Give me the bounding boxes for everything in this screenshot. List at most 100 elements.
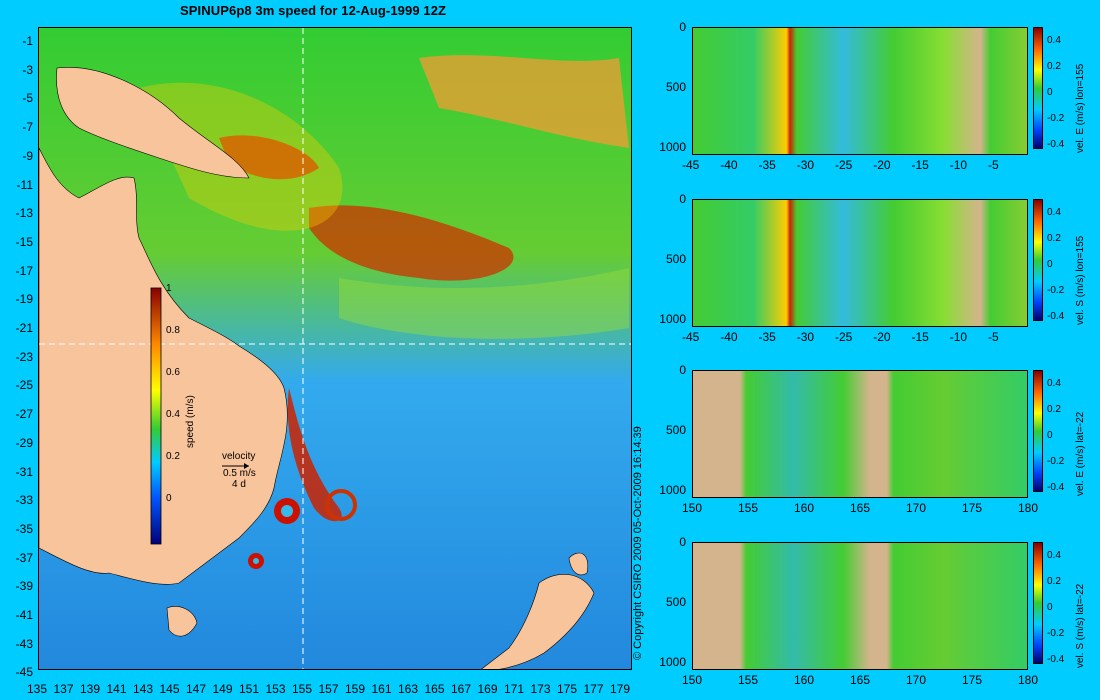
lat-tick-label: -25 [15,378,33,393]
panel-cbar-tick: -0.2 [1047,628,1065,639]
map-cbar-tick: 0.4 [166,409,180,420]
panel-label: vel. E (m/s) lon=155 [1075,63,1086,153]
panel-x-tick: 165 [850,673,871,687]
panel-cbar-tick: -0.4 [1047,654,1065,665]
lon-tick-label: 179 [609,682,631,696]
lon-tick-label: 157 [318,682,339,696]
panel-x-tick: -30 [796,330,815,344]
lon-tick-label: 165 [424,682,445,696]
panel-x-tick: 160 [794,673,815,687]
lat-tick-label: -11 [16,177,33,192]
panel-cbar-tick: -0.4 [1047,311,1065,322]
panel-cbar-tick: 0.2 [1047,233,1061,244]
panel-x-tick: -10 [949,330,968,344]
panel-cbar-tick: 0.2 [1047,61,1061,72]
lat-tick-label: -35 [15,521,33,536]
panel-cbar-tick: 0.4 [1047,378,1061,389]
lat-tick-label: -39 [15,579,33,594]
lat-tick-label: -29 [15,435,33,450]
lat-tick-label: -37 [15,550,33,565]
lat-tick-label: -45 [15,665,33,680]
panel-x-tick: -15 [911,330,929,344]
panel-depth-tick: 500 [665,252,686,266]
velocity-legend-title: velocity [222,451,256,462]
panel-cbar-tick: 0 [1047,87,1053,98]
panel-x-tick: -5 [988,158,999,172]
panel-cbar-tick: -0.2 [1047,456,1065,467]
panel-x-tick: -45 [682,330,700,344]
panel-depth-tick: 0 [679,192,686,206]
panel-x-tick: -30 [796,158,815,172]
plot-title: SPINUP6p8 3m speed for 12-Aug-1999 12Z [180,3,447,18]
panel-x-tick: 180 [1018,673,1039,687]
panel-x-tick: -35 [758,158,776,172]
lon-tick-label: 175 [556,682,578,696]
panel-x-tick: 150 [682,673,703,687]
panel-x-tick: 155 [738,673,759,687]
lon-tick-label: 137 [53,682,74,696]
lon-tick-label: 171 [503,682,525,696]
lat-tick-label: -41 [15,608,33,622]
map-cbar-tick: 0.2 [166,451,180,462]
panel-depth-tick: 500 [665,423,686,437]
lon-tick-label: 149 [212,682,233,696]
panel-cbar-tick: 0.4 [1047,550,1061,561]
section-panel [692,370,1028,498]
panel-x-tick: 160 [794,501,815,515]
panel-x-tick: -40 [720,330,738,344]
panel-depth-tick: 1000 [659,312,686,326]
panel-x-tick: -25 [835,158,853,172]
panel-cbar-tick: 0 [1047,430,1053,441]
panel-x-tick: 165 [850,501,871,515]
lat-tick-label: -9 [22,148,33,163]
lon-tick-label: 163 [397,682,419,696]
panel-cbar-tick: -0.4 [1047,482,1065,493]
panel-label: vel. E (m/s) lat=-22 [1075,411,1086,496]
lon-tick-label: 145 [159,682,180,696]
panel-x-tick: 175 [962,673,983,687]
panel-cbar-tick: -0.4 [1047,139,1065,150]
lat-tick-label: -7 [22,120,33,135]
panel-x-tick: -5 [988,330,999,344]
panel-label: vel. S (m/s) lat=-22 [1075,583,1086,668]
lon-tick-label: 151 [238,682,260,696]
lat-tick-label: -3 [22,62,33,77]
panel-cbar-tick: 0.4 [1047,207,1061,218]
velocity-legend-duration: 4 d [232,479,246,490]
lon-tick-label: 177 [583,682,604,696]
panel-x-tick: 170 [906,673,927,687]
lon-tick-label: 135 [26,682,48,696]
lat-tick-label: -5 [22,91,33,106]
panel-depth-tick: 1000 [659,140,686,154]
lon-tick-label: 147 [185,682,207,696]
map-cbar-label: speed (m/s) [185,395,196,448]
panel-depth-tick: 500 [665,80,686,94]
panel-x-tick: 150 [682,501,703,515]
lon-tick-label: 169 [477,682,498,696]
lat-tick-label: -31 [15,464,33,479]
lon-tick-label: 173 [530,682,551,696]
map-cbar-tick: 0 [166,493,172,504]
lat-tick-label: -19 [15,292,33,307]
panel-cbar-tick: 0.2 [1047,404,1061,415]
panel-x-tick: -25 [835,330,853,344]
speed-map: 1 0.8 0.6 0.4 0.2 0 speed (m/s) velocity… [38,27,632,670]
lat-tick-label: -21 [15,321,33,335]
panel-depth-tick: 1000 [659,483,686,497]
panel-colorbar [1033,370,1043,492]
lat-tick-label: -27 [15,407,33,422]
lon-tick-label: 143 [132,682,154,696]
map-cbar-tick: 0.6 [166,367,180,378]
lon-tick-label: 167 [450,682,472,696]
lon-tick-label: 139 [79,682,101,696]
panel-x-tick: -20 [873,330,891,344]
panel-x-tick: -10 [949,158,968,172]
panel-x-tick: -20 [873,158,891,172]
lat-tick-label: -23 [15,349,33,364]
lat-tick-label: -43 [15,636,33,651]
panel-depth-tick: 0 [679,535,686,549]
velocity-legend-scale: 0.5 m/s [223,468,256,479]
panel-depth-tick: 0 [679,20,686,34]
panel-x-tick: 175 [962,501,983,515]
lon-tick-label: 159 [344,682,366,696]
